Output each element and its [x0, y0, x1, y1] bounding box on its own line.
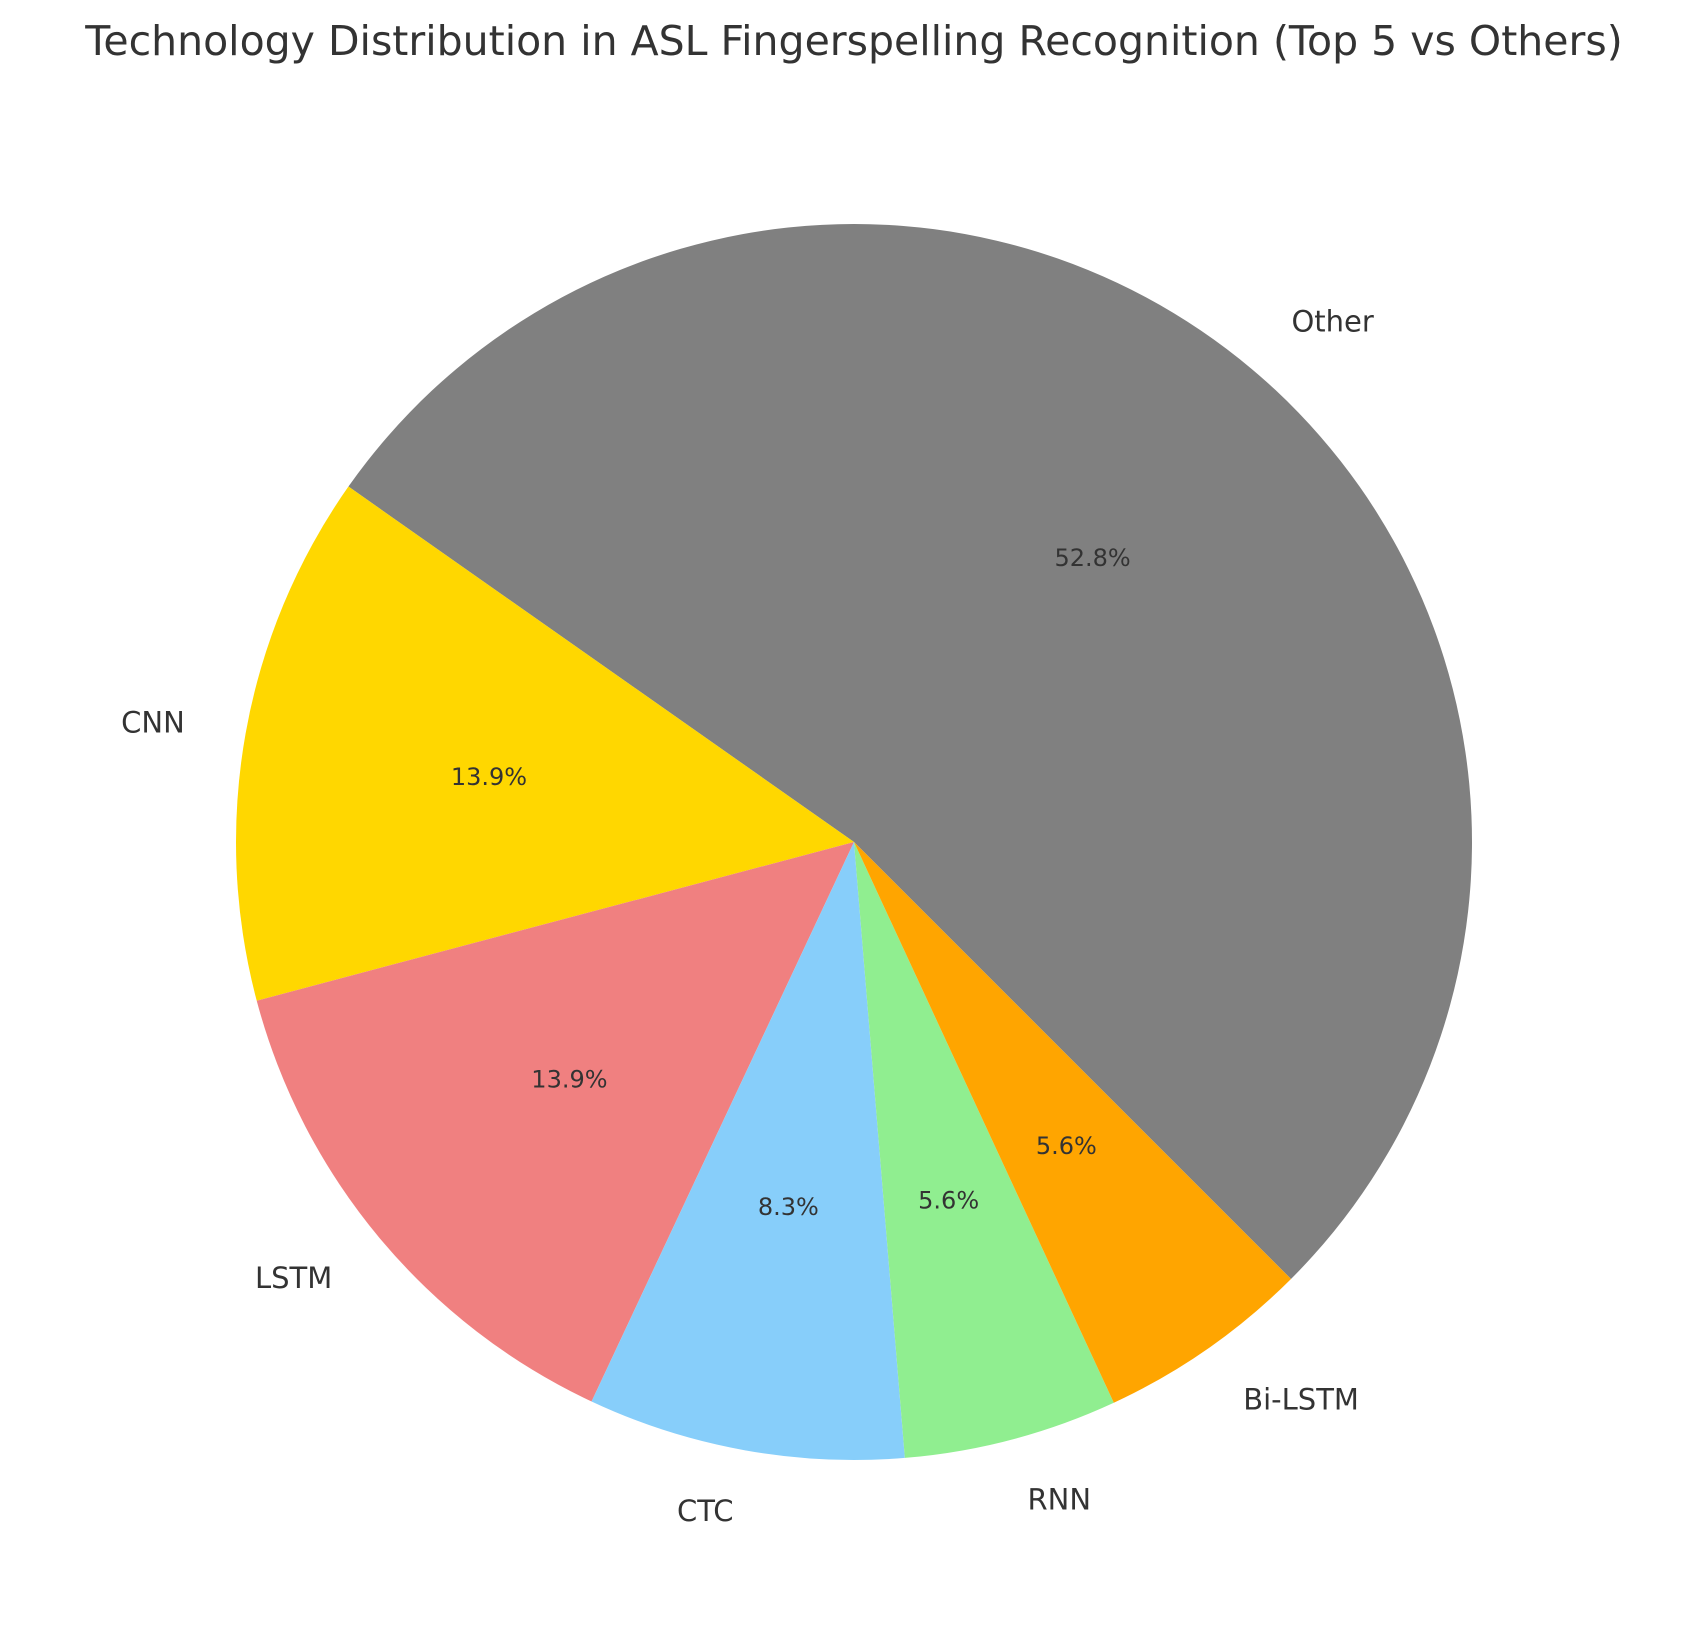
- slice-label-rnn: RNN: [1028, 1482, 1092, 1516]
- pie-slice-rnn: [854, 842, 1114, 1458]
- percentage-labels: 52.8% 13.9% 13.9% 8.3% 5.6% 5.6%: [451, 544, 1131, 1221]
- pct-label-bi-lstm: 5.6%: [1036, 1132, 1097, 1160]
- pie-slice-bi-lstm: [854, 842, 1291, 1403]
- pct-label-cnn: 13.9%: [451, 763, 527, 791]
- pie-slice-other: [348, 223, 1473, 1279]
- pct-label-ctc: 8.3%: [758, 1193, 819, 1221]
- slice-labels: Other CNN LSTM CTC RNN Bi-LSTM: [121, 305, 1374, 1528]
- pie-slice-lstm: [256, 842, 854, 1402]
- slice-label-ctc: CTC: [677, 1494, 734, 1528]
- pie-slice-cnn: [235, 486, 854, 1001]
- pie-slices: [235, 223, 1473, 1460]
- slice-label-cnn: CNN: [121, 706, 185, 740]
- slice-label-other: Other: [1291, 305, 1373, 339]
- slice-label-lstm: LSTM: [255, 1261, 332, 1295]
- pct-label-rnn: 5.6%: [918, 1187, 979, 1215]
- chart-title: Technology Distribution in ASL Fingerspe…: [84, 17, 1622, 65]
- pct-label-lstm: 13.9%: [531, 1066, 607, 1094]
- slice-label-bi-lstm: Bi-LSTM: [1243, 1382, 1359, 1416]
- pie-slice-ctc: [591, 842, 905, 1460]
- pct-label-other: 52.8%: [1054, 544, 1130, 572]
